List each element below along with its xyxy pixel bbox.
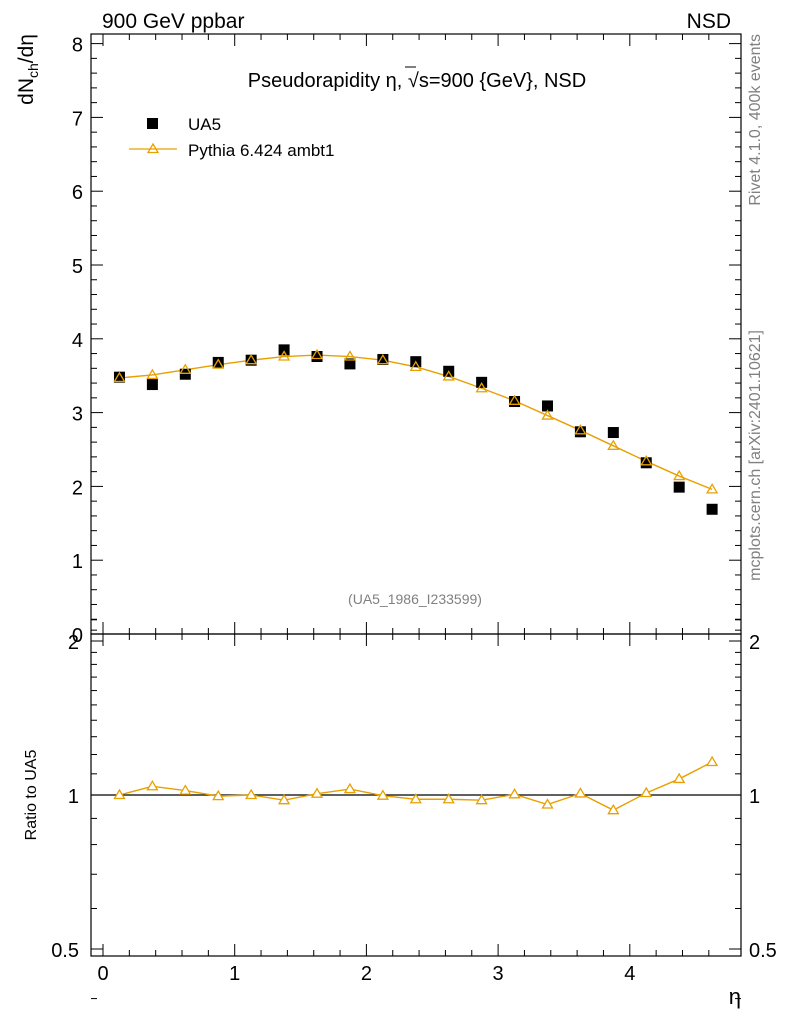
pythia-ratio-point xyxy=(212,789,225,801)
ua5-data-point xyxy=(212,356,224,368)
ua5-data-point xyxy=(706,503,718,515)
pythia-ratio-point xyxy=(376,789,389,800)
y-tick-label: 0 xyxy=(72,625,83,647)
pythia-ratio-point xyxy=(277,793,291,805)
pythia-data-point xyxy=(475,381,488,393)
pythia-data-point xyxy=(541,409,554,420)
y-tick-label: 4 xyxy=(72,330,83,352)
ratio-tick-label-right: 0.5 xyxy=(749,940,777,962)
ua5-data-point xyxy=(541,400,553,412)
ratio-tick-label-right: 1 xyxy=(749,786,760,808)
pythia-data-point xyxy=(705,483,719,494)
pythia-data-point xyxy=(343,350,357,361)
ua5-data-point xyxy=(640,457,652,469)
legend-pythia-label: Pythia 6.424 ambt1 xyxy=(188,141,334,160)
pythia-ratio-point xyxy=(640,786,653,798)
pythia-data-point xyxy=(310,348,324,360)
ua5-data-point xyxy=(344,358,356,370)
y-tick-label: 8 xyxy=(72,35,83,57)
pythia-ratio-point xyxy=(705,755,719,767)
ua5-data-point xyxy=(509,396,521,408)
pythia-ratio-point xyxy=(245,788,258,800)
ratio-y-axis-label: Ratio to UA5 xyxy=(23,750,40,841)
y-axis-label: dNch/dη xyxy=(15,34,41,105)
x-axis-label: η xyxy=(729,984,741,1009)
pythia-data-point xyxy=(409,360,422,371)
ua5-data-point xyxy=(179,368,191,380)
pythia-data-point xyxy=(640,455,653,466)
ratio-tick-label-left: 0.5 xyxy=(51,940,79,962)
ua5-data-point xyxy=(113,371,125,383)
y-tick-label: 6 xyxy=(72,182,83,204)
pythia-ratio-point xyxy=(179,784,192,795)
x-tick-label: 4 xyxy=(624,963,635,985)
pythia-ratio-point xyxy=(673,772,686,784)
y-tick-label: 2 xyxy=(72,477,83,499)
pythia-data-point xyxy=(442,370,455,381)
pythia-data-point xyxy=(277,350,291,361)
analysis-id-label: (UA5_1986_I233599) xyxy=(348,591,482,607)
y-tick-label: 1 xyxy=(72,551,83,573)
pythia-ratio-point xyxy=(310,787,324,798)
legend-ua5-label: UA5 xyxy=(188,115,221,134)
ua5-data-point xyxy=(377,353,389,365)
pythia-data-point xyxy=(607,439,620,450)
pythia-data-point xyxy=(113,371,126,383)
pythia-ratio-point xyxy=(113,788,126,800)
ua5-data-point xyxy=(146,379,158,391)
legend-ua5-marker xyxy=(147,118,158,129)
ua5-data-point xyxy=(311,351,323,363)
y-tick-label: 5 xyxy=(72,256,83,278)
pythia-ratio-point xyxy=(541,798,554,809)
pythia-ratio-point xyxy=(508,788,521,799)
pythia-data-point xyxy=(574,424,587,435)
header-right-label: NSD xyxy=(687,10,731,33)
pythia-data-point xyxy=(376,353,389,365)
ratio-tick-label-left: 1 xyxy=(68,786,79,808)
pythia-data-point xyxy=(245,353,258,365)
ua5-data-point xyxy=(607,427,619,439)
legend: UA5 Pythia 6.424 ambt1 xyxy=(129,115,334,160)
pythia-ratio-point xyxy=(574,787,587,798)
ua5-data-point xyxy=(574,426,586,438)
legend-pythia-marker xyxy=(146,142,160,154)
x-tick-label: 0 xyxy=(97,963,108,985)
x-tick-label: 2 xyxy=(361,963,372,985)
y-tick-label: 3 xyxy=(72,404,83,426)
ratio-axis-ticks: 0.5 0.5 1 1 2 2 xyxy=(51,619,777,1000)
pythia-ratio-point xyxy=(146,780,159,791)
chart-title: Pseudorapidity η, √s=900 {GeV}, NSD xyxy=(248,70,586,92)
pythia-data-point xyxy=(508,394,521,405)
ua5-data-point xyxy=(245,354,257,366)
rivet-info-label: Rivet 4.1.0, 400k events xyxy=(747,34,764,206)
pythia-ratio-point xyxy=(475,793,488,805)
x-axis-ticks: 0 1 2 3 4 xyxy=(97,34,710,985)
pythia-data-point xyxy=(212,358,225,369)
pythia-ratio-point xyxy=(607,803,620,815)
header-left-label: 900 GeV ppbar xyxy=(102,10,244,33)
main-axis-ticks: 0 1 2 3 4 5 6 7 8 xyxy=(72,35,741,647)
pythia-ratio-point xyxy=(442,792,455,804)
pythia-data-point xyxy=(673,469,686,481)
ua5-data-point xyxy=(278,344,290,356)
pythia-ratio-point xyxy=(343,782,357,794)
mcplots-info-label: mcplots.cern.ch [arXiv:2401.10621] xyxy=(747,330,764,581)
ratio-tick-label-right: 2 xyxy=(749,632,760,654)
ratio-tick-label-left: 2 xyxy=(68,632,79,654)
pythia-data-point xyxy=(146,368,159,380)
main-data-layer xyxy=(113,344,719,515)
x-tick-label: 1 xyxy=(229,963,240,985)
y-tick-label: 7 xyxy=(72,108,83,130)
pythia-series-line xyxy=(119,354,713,491)
pythia-data-point xyxy=(179,363,192,374)
pythia-ratio-point xyxy=(409,792,422,804)
ratio-data-layer xyxy=(113,755,719,815)
x-tick-label: 3 xyxy=(493,963,504,985)
ua5-data-point xyxy=(673,481,685,493)
